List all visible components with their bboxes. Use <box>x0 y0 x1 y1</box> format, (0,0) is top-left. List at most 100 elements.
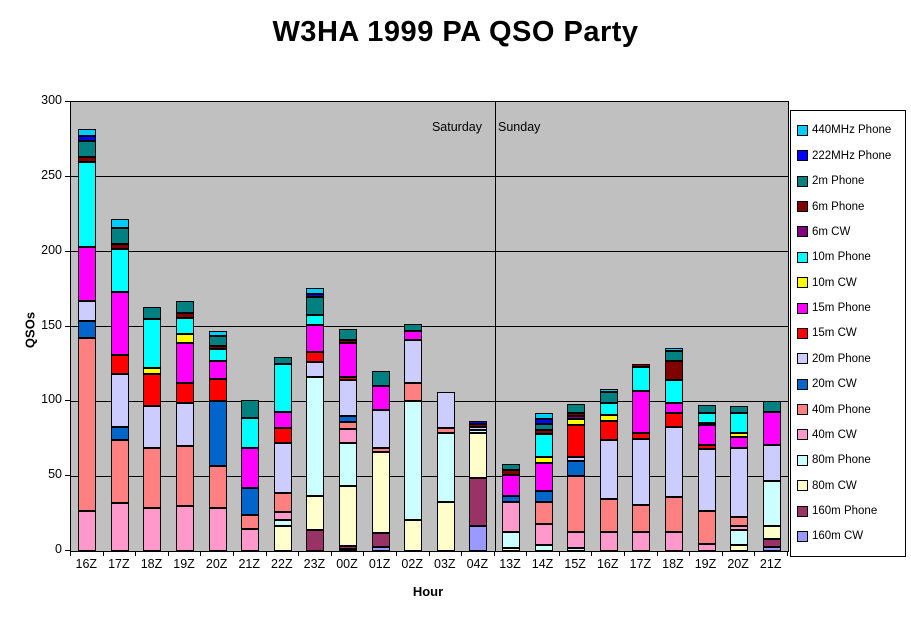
x-tick-label: 21Z <box>759 557 782 571</box>
bar-segment-15m-phone <box>697 425 716 445</box>
legend-label: 10m Phone <box>812 251 871 264</box>
legend-item-222mhz-phone: 222MHz Phone <box>797 150 905 162</box>
bar-segment-40m-phone <box>273 492 292 513</box>
legend-label: 6m CW <box>812 225 851 238</box>
bar-segment-15m-cw <box>697 444 716 450</box>
bar-segment-15m-phone <box>306 325 325 352</box>
bar-segment-6m-phone <box>469 423 488 427</box>
bar-segment-80m-cw <box>339 486 358 547</box>
legend-item-40m-phone: 40m Phone <box>797 404 905 416</box>
bar-slot-23Z <box>299 102 332 551</box>
bar-segment-2m-phone <box>273 356 292 364</box>
x-tick <box>721 551 723 556</box>
legend-item-10m-phone: 10m Phone <box>797 251 905 263</box>
bar-segment-10m-cw <box>730 432 749 438</box>
day-divider-line <box>494 102 496 551</box>
bar-segment-20m-phone <box>143 405 162 448</box>
legend-label: 222MHz Phone <box>812 149 892 162</box>
x-tick <box>232 551 234 556</box>
legend-swatch <box>797 429 808 441</box>
legend-swatch <box>797 226 808 238</box>
bar-segment-80m-phone <box>502 531 521 549</box>
x-tick <box>526 551 528 556</box>
bar-segment-160m-phone <box>762 539 781 547</box>
bar-segment-15m-phone <box>730 437 749 448</box>
bar-slot-14Z <box>527 102 560 551</box>
x-tick <box>363 551 365 556</box>
bar-segment-40m-cw <box>534 524 553 546</box>
bar-slot-03Z <box>430 102 463 551</box>
bar-segment-20m-phone <box>339 379 358 416</box>
bar-segment-15m-phone <box>502 474 521 496</box>
bar-segment-80m-cw <box>371 452 390 534</box>
bar-segment-15m-cw <box>632 432 651 439</box>
legend-item-160m-cw: 160m CW <box>797 530 905 542</box>
bar-segment-80m-cw <box>436 501 455 551</box>
x-tick-label: 00Z <box>336 557 358 571</box>
x-tick <box>493 551 495 556</box>
legend-swatch <box>797 530 808 542</box>
stacked-bar-18Z <box>664 347 683 551</box>
bar-slot-19Z <box>169 102 202 551</box>
x-tick <box>624 551 626 556</box>
bar-segment-10m-phone <box>534 434 553 457</box>
bar-segment-40m-cw <box>273 512 292 520</box>
x-tick <box>265 551 267 556</box>
bar-segment-2m-phone <box>567 404 586 414</box>
bar-segment-160m-cw <box>762 546 781 551</box>
bar-segment-80m-phone <box>534 545 553 551</box>
bar-segment-40m-phone <box>534 501 553 525</box>
bar-slot-18Z <box>136 102 169 551</box>
legend-label: 20m CW <box>812 378 857 391</box>
bar-segment-15m-phone <box>534 462 553 492</box>
bar-slot-16Z <box>71 102 104 551</box>
bar-segment-80m-cw <box>502 548 521 551</box>
bar-segment-20m-phone <box>664 426 683 498</box>
gridline-100 <box>71 400 788 402</box>
legend-swatch <box>797 327 808 339</box>
stacked-bar-20Z <box>730 405 749 551</box>
bar-slot-02Z <box>397 102 430 551</box>
x-tick-label: 20Z <box>727 557 749 571</box>
bar-segment-6m-phone <box>632 363 651 367</box>
bar-segment-40m-phone <box>567 476 586 532</box>
bar-segment-10m-cw <box>599 414 618 421</box>
bar-segment-2m-phone <box>110 227 129 245</box>
bar-segment-2m-phone <box>241 399 260 418</box>
bar-segment-10m-cw <box>143 368 162 375</box>
legend: 440MHz Phone 222MHz Phone 2m Phone 6m Phone… <box>790 110 906 557</box>
y-tick <box>65 325 70 327</box>
bar-segment-40m-phone <box>697 510 716 544</box>
bar-segment-20m-phone <box>110 374 129 427</box>
legend-item-15m-cw: 15m CW <box>797 327 905 339</box>
bar-segment-40m-cw <box>143 507 162 551</box>
x-tick-label: 20Z <box>205 557 228 571</box>
bar-segment-80m-phone <box>339 442 358 487</box>
bar-segment-20m-cw <box>534 491 553 502</box>
bar-slot-16Z <box>593 102 626 551</box>
x-tick <box>558 551 560 556</box>
bar-segment-15m-phone <box>176 343 195 384</box>
bar-segment-20m-phone <box>469 426 488 430</box>
bar-segment-40m-cw <box>730 525 749 531</box>
bar-segment-40m-phone <box>78 338 97 511</box>
x-tick <box>102 551 104 556</box>
x-tick <box>330 551 332 556</box>
x-tick-label: 02Z <box>401 557 423 571</box>
legend-label: 6m Phone <box>812 200 865 213</box>
stacked-bar-16Z <box>78 129 97 551</box>
bar-segment-440mhz-phone <box>664 347 683 351</box>
x-tick <box>754 551 756 556</box>
bar-segment-440mhz-phone <box>534 413 553 420</box>
stacked-bar-19Z <box>176 301 195 551</box>
bar-segment-160m-phone <box>469 477 488 526</box>
legend-item-6m-phone: 6m Phone <box>797 201 905 213</box>
x-tick <box>70 551 71 556</box>
bar-segment-6m-phone <box>110 244 129 249</box>
stacked-bar-17Z <box>110 218 129 551</box>
bar-segment-15m-phone <box>371 386 390 411</box>
stacked-bar-01Z <box>371 371 390 551</box>
bar-segment-40m-phone <box>176 446 195 507</box>
plot-area <box>70 101 789 552</box>
x-tick <box>461 551 463 556</box>
